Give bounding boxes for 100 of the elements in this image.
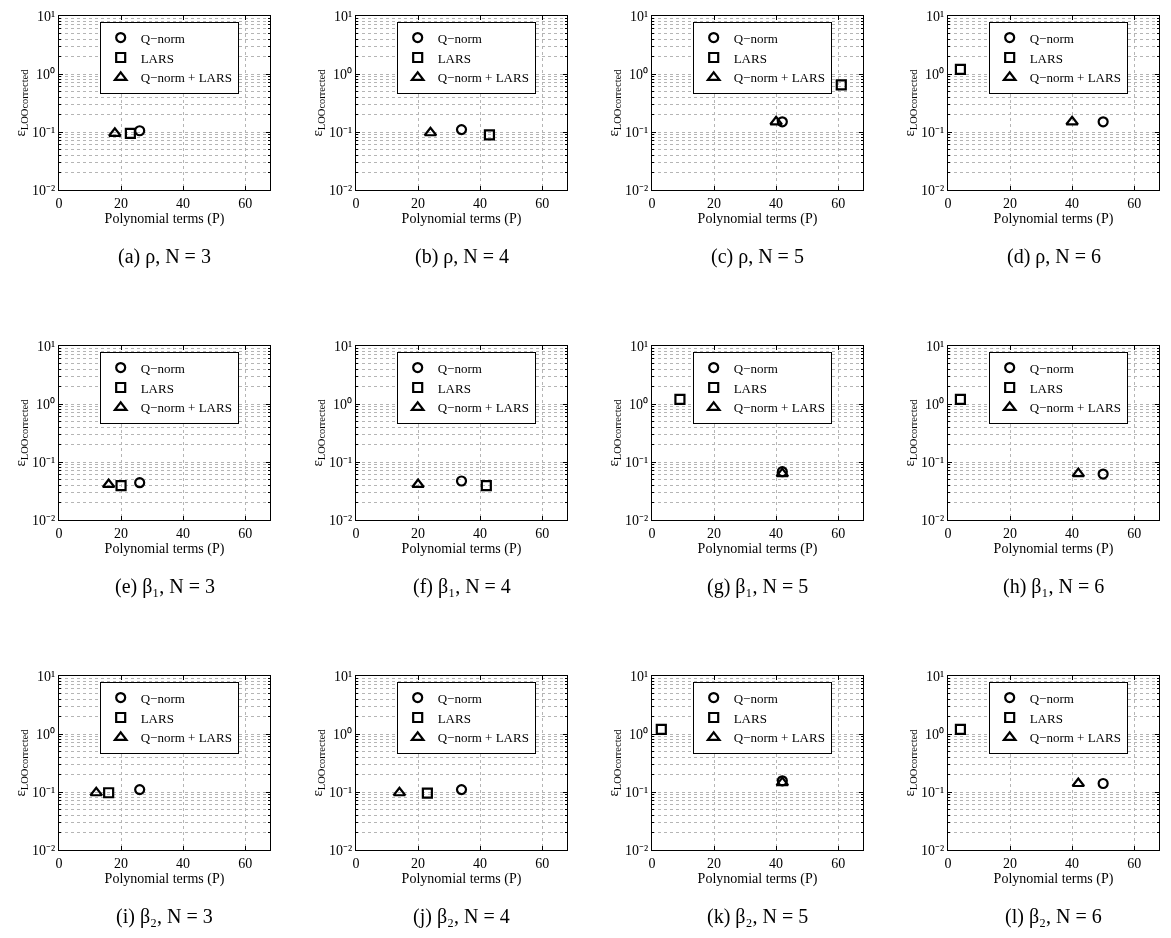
y-tick-label: 10⁰ bbox=[36, 396, 56, 412]
y-tick-label: 10⁻¹ bbox=[31, 454, 56, 470]
y-tick-label: 10⁻² bbox=[31, 182, 56, 198]
legend-label: Q−norm bbox=[1029, 690, 1074, 706]
legend-label: LARS bbox=[1029, 710, 1063, 726]
legend-label: LARS bbox=[437, 710, 471, 726]
x-tick-label: 0 bbox=[648, 195, 656, 211]
legend-label: Q−norm bbox=[437, 360, 482, 376]
y-tick-label: 10⁻¹ bbox=[920, 784, 945, 800]
x-tick-label: 0 bbox=[352, 855, 360, 871]
x-tick-label: 40 bbox=[176, 525, 191, 541]
y-tick-label: 10¹ bbox=[925, 8, 945, 24]
x-axis-title: Polynomial terms (P) bbox=[401, 870, 522, 887]
y-tick-label: 10⁻² bbox=[624, 842, 649, 858]
x-axis-title: Polynomial terms (P) bbox=[993, 870, 1114, 887]
legend-label: Q−norm + LARS bbox=[1029, 730, 1121, 746]
text: (l) β₂, N = 6 bbox=[1005, 905, 1102, 928]
y-tick-label: 10¹ bbox=[925, 338, 945, 354]
x-tick-label: 0 bbox=[55, 525, 63, 541]
legend-label: LARS bbox=[140, 380, 174, 396]
text: (f) β₁, N = 4 bbox=[413, 575, 511, 598]
legend-label: Q−norm bbox=[140, 360, 185, 376]
x-tick-label: 60 bbox=[238, 195, 253, 211]
y-tick-label: 10⁰ bbox=[333, 726, 353, 742]
point bbox=[954, 393, 967, 406]
text: (j) β₂, N = 4 bbox=[413, 905, 510, 928]
x-tick-label: 0 bbox=[944, 525, 952, 541]
y-tick-label: 10⁰ bbox=[629, 66, 649, 82]
text: (a) ρ, N = 3 bbox=[118, 245, 211, 268]
legend-label: LARS bbox=[733, 380, 767, 396]
y-tick-label: 10⁻¹ bbox=[328, 124, 353, 140]
y-tick-label: 10⁰ bbox=[629, 396, 649, 412]
legend-label: Q−norm bbox=[437, 30, 482, 46]
y-tick-label: 10⁻² bbox=[31, 842, 56, 858]
legend-label: Q−norm + LARS bbox=[733, 400, 825, 416]
x-axis-title: Polynomial terms (P) bbox=[993, 210, 1114, 227]
y-tick-label: 10⁰ bbox=[36, 726, 56, 742]
x-tick-label: 0 bbox=[352, 525, 360, 541]
y-tick-label: 10⁰ bbox=[333, 396, 353, 412]
x-tick-label: 60 bbox=[1127, 855, 1142, 871]
legend-label: Q−norm bbox=[140, 30, 185, 46]
x-tick-label: 40 bbox=[769, 195, 784, 211]
x-axis-title: Polynomial terms (P) bbox=[697, 540, 818, 557]
y-tick-label: 10⁻¹ bbox=[624, 124, 649, 140]
x-tick-label: 40 bbox=[473, 195, 488, 211]
y-tick-label: 10¹ bbox=[333, 8, 353, 24]
legend-label: Q−norm bbox=[1029, 30, 1074, 46]
legend-label: Q−norm bbox=[1029, 360, 1074, 376]
legend-label: Q−norm + LARS bbox=[1029, 400, 1121, 416]
point bbox=[1097, 468, 1109, 480]
x-axis-title: Polynomial terms (P) bbox=[401, 210, 522, 227]
x-tick-label: 20 bbox=[114, 195, 129, 211]
text: (c) ρ, N = 5 bbox=[711, 245, 804, 268]
legend-label: Q−norm + LARS bbox=[437, 70, 529, 86]
x-tick-label: 20 bbox=[1003, 525, 1018, 541]
y-tick-label: 10⁻¹ bbox=[328, 454, 353, 470]
x-tick-label: 0 bbox=[944, 855, 952, 871]
legend-label: Q−norm + LARS bbox=[733, 730, 825, 746]
y-tick-label: 10¹ bbox=[629, 338, 649, 354]
y-tick-label: 10¹ bbox=[36, 8, 56, 24]
x-tick-label: 0 bbox=[55, 855, 63, 871]
text: (d) ρ, N = 6 bbox=[1007, 245, 1102, 268]
y-tick-label: 10⁻² bbox=[328, 182, 353, 198]
x-tick-label: 0 bbox=[648, 855, 656, 871]
legend-label: Q−norm bbox=[140, 690, 185, 706]
x-tick-label: 60 bbox=[831, 195, 846, 211]
y-tick-label: 10¹ bbox=[629, 668, 649, 684]
x-tick-label: 0 bbox=[352, 195, 360, 211]
x-axis-title: Polynomial terms (P) bbox=[104, 540, 225, 557]
x-tick-label: 40 bbox=[1065, 525, 1080, 541]
x-axis-title: Polynomial terms (P) bbox=[697, 870, 818, 887]
x-tick-label: 20 bbox=[707, 195, 722, 211]
x-tick-label: 20 bbox=[114, 525, 129, 541]
y-tick-label: 10⁻² bbox=[920, 842, 945, 858]
x-tick-label: 20 bbox=[1003, 195, 1018, 211]
x-tick-label: 20 bbox=[411, 195, 426, 211]
y-tick-label: 10⁻¹ bbox=[31, 784, 56, 800]
y-tick-label: 10¹ bbox=[36, 338, 56, 354]
y-tick-label: 10¹ bbox=[925, 668, 945, 684]
y-tick-label: 10⁻² bbox=[624, 512, 649, 528]
x-tick-label: 40 bbox=[176, 195, 191, 211]
x-tick-label: 60 bbox=[535, 525, 550, 541]
legend-label: Q−norm + LARS bbox=[140, 400, 232, 416]
x-tick-label: 20 bbox=[411, 525, 426, 541]
x-axis-title: Polynomial terms (P) bbox=[104, 210, 225, 227]
legend-label: LARS bbox=[1029, 380, 1063, 396]
x-tick-label: 60 bbox=[1127, 525, 1142, 541]
legend-label: Q−norm + LARS bbox=[437, 730, 529, 746]
legend-label: LARS bbox=[140, 50, 174, 66]
x-tick-label: 0 bbox=[55, 195, 63, 211]
x-tick-label: 40 bbox=[769, 855, 784, 871]
x-tick-label: 60 bbox=[831, 525, 846, 541]
text: (h) β₁, N = 6 bbox=[1003, 575, 1105, 598]
point bbox=[1071, 467, 1086, 478]
x-tick-label: 0 bbox=[944, 195, 952, 211]
legend-label: Q−norm + LARS bbox=[437, 400, 529, 416]
y-tick-label: 10⁰ bbox=[36, 66, 56, 82]
y-tick-label: 10⁰ bbox=[333, 66, 353, 82]
y-tick-label: 10⁻² bbox=[328, 842, 353, 858]
y-tick-label: 10⁻¹ bbox=[31, 124, 56, 140]
